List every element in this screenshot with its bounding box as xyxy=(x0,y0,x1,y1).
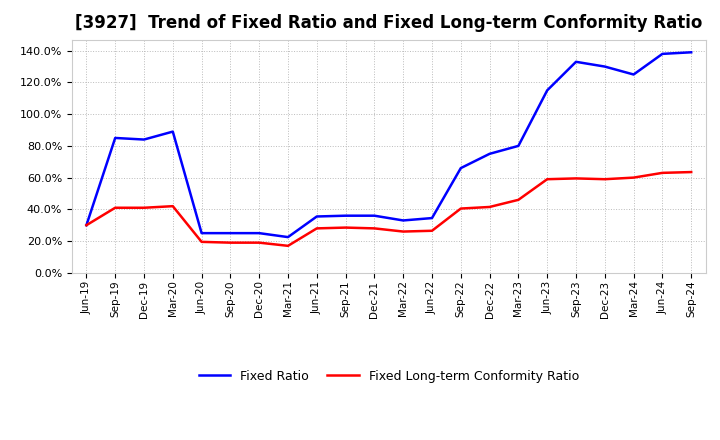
Fixed Ratio xyxy=(543,88,552,93)
Fixed Long-term Conformity Ratio xyxy=(111,205,120,210)
Line: Fixed Ratio: Fixed Ratio xyxy=(86,52,691,237)
Fixed Long-term Conformity Ratio xyxy=(399,229,408,234)
Fixed Long-term Conformity Ratio xyxy=(543,176,552,182)
Fixed Long-term Conformity Ratio xyxy=(658,170,667,176)
Fixed Long-term Conformity Ratio xyxy=(600,176,609,182)
Fixed Ratio xyxy=(687,50,696,55)
Fixed Long-term Conformity Ratio xyxy=(514,197,523,202)
Fixed Long-term Conformity Ratio xyxy=(312,226,321,231)
Fixed Ratio xyxy=(485,151,494,157)
Fixed Long-term Conformity Ratio xyxy=(140,205,148,210)
Fixed Long-term Conformity Ratio xyxy=(456,206,465,211)
Fixed Long-term Conformity Ratio xyxy=(197,239,206,245)
Fixed Ratio xyxy=(197,231,206,236)
Fixed Ratio xyxy=(629,72,638,77)
Legend: Fixed Ratio, Fixed Long-term Conformity Ratio: Fixed Ratio, Fixed Long-term Conformity … xyxy=(194,365,584,388)
Fixed Ratio xyxy=(514,143,523,149)
Fixed Ratio xyxy=(456,165,465,171)
Fixed Long-term Conformity Ratio xyxy=(629,175,638,180)
Fixed Ratio xyxy=(341,213,350,218)
Fixed Long-term Conformity Ratio xyxy=(284,243,292,249)
Fixed Ratio xyxy=(140,137,148,142)
Fixed Long-term Conformity Ratio xyxy=(168,204,177,209)
Fixed Ratio xyxy=(312,214,321,219)
Title: [3927]  Trend of Fixed Ratio and Fixed Long-term Conformity Ratio: [3927] Trend of Fixed Ratio and Fixed Lo… xyxy=(75,15,703,33)
Fixed Ratio xyxy=(658,51,667,56)
Fixed Long-term Conformity Ratio xyxy=(485,204,494,209)
Fixed Ratio xyxy=(399,218,408,223)
Fixed Long-term Conformity Ratio xyxy=(255,240,264,245)
Fixed Ratio xyxy=(111,136,120,141)
Fixed Ratio xyxy=(572,59,580,64)
Fixed Ratio xyxy=(370,213,379,218)
Fixed Long-term Conformity Ratio xyxy=(370,226,379,231)
Fixed Ratio xyxy=(255,231,264,236)
Fixed Long-term Conformity Ratio xyxy=(572,176,580,181)
Fixed Ratio xyxy=(168,129,177,134)
Fixed Long-term Conformity Ratio xyxy=(82,223,91,228)
Fixed Ratio xyxy=(284,235,292,240)
Fixed Long-term Conformity Ratio xyxy=(226,240,235,245)
Line: Fixed Long-term Conformity Ratio: Fixed Long-term Conformity Ratio xyxy=(86,172,691,246)
Fixed Long-term Conformity Ratio xyxy=(428,228,436,233)
Fixed Ratio xyxy=(226,231,235,236)
Fixed Long-term Conformity Ratio xyxy=(687,169,696,175)
Fixed Ratio xyxy=(428,216,436,221)
Fixed Ratio xyxy=(82,223,91,228)
Fixed Ratio xyxy=(600,64,609,69)
Fixed Long-term Conformity Ratio xyxy=(341,225,350,230)
